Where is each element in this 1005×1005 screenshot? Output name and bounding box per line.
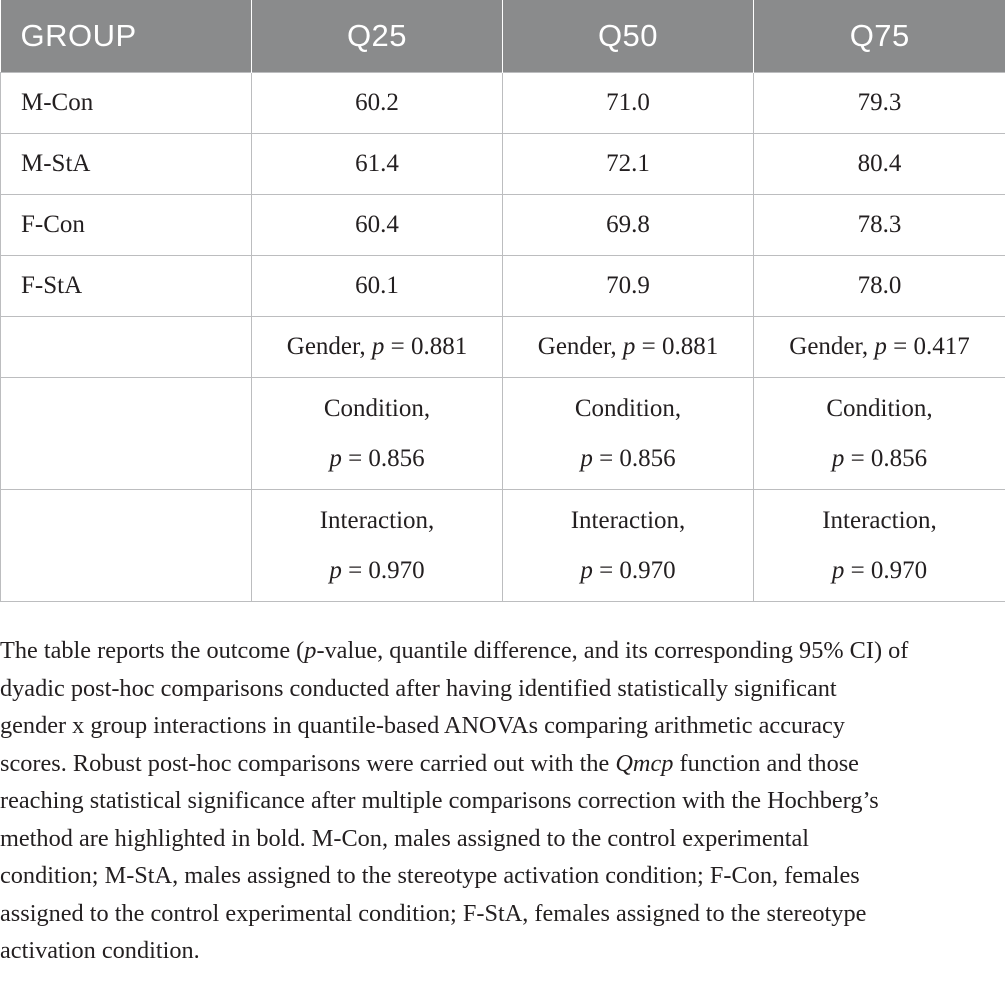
- q75-cell: 80.4: [753, 133, 1005, 195]
- footnote-line: condition; M-StA, males assigned to the …: [0, 862, 860, 889]
- footnote-italic-p: p: [304, 637, 317, 664]
- interaction-p-q50: Interaction, p = 0.970: [502, 489, 754, 602]
- q75-cell: 78.0: [753, 255, 1005, 317]
- stat-label: Condition,: [574, 394, 682, 422]
- stat-label: Interaction,: [319, 506, 435, 534]
- stat-label: Condition,: [826, 394, 933, 422]
- q25-cell: 60.4: [251, 194, 503, 256]
- footnote-line: activation condition.: [0, 937, 200, 964]
- p-value: = 0.856: [599, 444, 676, 472]
- p-symbol: p: [580, 444, 593, 472]
- table-row: M-Con 60.2 71.0 79.3: [0, 72, 1005, 134]
- footnote-line: The table reports the outcome (p-value, …: [0, 632, 1000, 670]
- stat-label: Condition,: [323, 394, 431, 422]
- p-value: = 0.970: [850, 556, 928, 584]
- group-cell: M-Con: [0, 72, 252, 134]
- empty-stat-cell: [0, 489, 252, 602]
- gender-stat-row: Gender, p = 0.881 Gender, p = 0.881 Gend…: [0, 316, 1005, 378]
- interaction-p-q75: Interaction, p = 0.970: [753, 489, 1005, 602]
- p-value: = 0.970: [348, 556, 425, 584]
- results-table: GROUP Q25 Q50 Q75 M-Con 60.2 71.0 79.3 M…: [0, 0, 1005, 602]
- header-q75: Q75: [753, 0, 1005, 73]
- footnote-text: -value, quantile difference, and its cor…: [316, 637, 909, 664]
- header-row: GROUP Q25 Q50 Q75: [0, 0, 1005, 73]
- condition-p-q75: Condition, p = 0.856: [753, 377, 1005, 490]
- footnote-line: assigned to the control experimental con…: [0, 899, 867, 927]
- q25-cell: 60.1: [251, 255, 503, 317]
- q75-cell: 78.3: [753, 194, 1005, 256]
- stat-label: Interaction,: [570, 506, 686, 534]
- header-q25: Q25: [251, 0, 503, 73]
- footnote-text: The table reports the outcome (: [0, 637, 305, 664]
- table-footnote: The table reports the outcome (p-value, …: [0, 632, 1000, 970]
- stat-label: Gender,: [537, 333, 617, 360]
- q25-cell: 60.2: [251, 72, 503, 134]
- footnote-line: scores. Robust post-hoc comparisons were…: [0, 745, 1000, 783]
- q50-cell: 69.8: [502, 194, 754, 256]
- table-row: F-Con 60.4 69.8 78.3: [0, 194, 1005, 256]
- p-value: = 0.881: [641, 333, 719, 360]
- p-symbol: p: [329, 444, 342, 472]
- footnote-line: gender x group interactions in quantile-…: [0, 712, 845, 739]
- stat-label: Gender,: [789, 333, 869, 360]
- table-row: M-StA 61.4 72.1 80.4: [0, 133, 1005, 195]
- p-value: = 0.881: [390, 333, 468, 360]
- footnote-line: dyadic post-hoc comparisons conducted af…: [0, 674, 837, 702]
- p-value: = 0.970: [599, 556, 676, 584]
- footnote-line: reaching statistical significance after …: [0, 787, 879, 814]
- gender-p-q75: Gender, p = 0.417: [753, 316, 1005, 378]
- condition-p-q25: Condition, p = 0.856: [251, 377, 503, 490]
- condition-p-q50: Condition, p = 0.856: [502, 377, 754, 490]
- q25-cell: 61.4: [251, 133, 503, 195]
- q50-cell: 71.0: [502, 72, 754, 134]
- condition-stat-row: Condition, p = 0.856 Condition, p = 0.856 …: [0, 377, 1005, 490]
- p-symbol: p: [329, 556, 342, 584]
- empty-stat-cell: [0, 377, 252, 490]
- group-cell: F-Con: [0, 194, 252, 256]
- footnote-line: method are highlighted in bold. M-Con, m…: [0, 824, 810, 852]
- p-symbol: p: [371, 333, 385, 360]
- footnote-text: function and those: [673, 749, 859, 777]
- p-symbol: p: [622, 333, 636, 360]
- group-cell: F-StA: [0, 255, 252, 317]
- q50-cell: 70.9: [502, 255, 754, 317]
- p-symbol: p: [874, 333, 887, 360]
- p-symbol: p: [831, 444, 845, 472]
- stat-label: Interaction,: [822, 506, 937, 534]
- p-value: = 0.856: [850, 444, 928, 472]
- q50-cell: 72.1: [502, 133, 754, 195]
- table-row: F-StA 60.1 70.9 78.0: [0, 255, 1005, 317]
- q75-cell: 79.3: [753, 72, 1005, 134]
- p-value: = 0.417: [893, 333, 970, 360]
- gender-p-q50: Gender, p = 0.881: [502, 316, 754, 378]
- p-symbol: p: [580, 556, 593, 584]
- stat-label: Gender,: [286, 333, 366, 360]
- interaction-stat-row: Interaction, p = 0.970 Interaction, p = 0.…: [0, 489, 1005, 602]
- p-symbol: p: [831, 556, 845, 584]
- footnote-text: scores. Robust post-hoc comparisons were…: [0, 749, 616, 777]
- header-group: GROUP: [0, 0, 252, 73]
- header-q50: Q50: [502, 0, 754, 73]
- empty-stat-cell: [0, 316, 252, 378]
- group-cell: M-StA: [0, 133, 252, 195]
- interaction-p-q25: Interaction, p = 0.970: [251, 489, 503, 602]
- gender-p-q25: Gender, p = 0.881: [251, 316, 503, 378]
- p-value: = 0.856: [348, 444, 425, 472]
- footnote-italic-function: Qmcp: [615, 749, 674, 777]
